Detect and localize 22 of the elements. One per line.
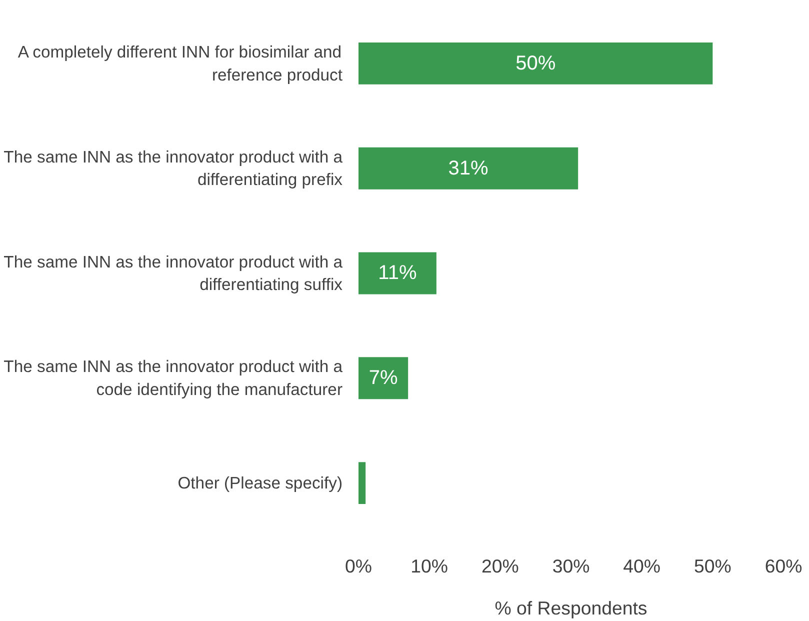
- data-label: 7%: [368, 367, 398, 390]
- y-tick-label: Other (Please specify): [178, 474, 343, 493]
- data-label: 11%: [378, 262, 417, 284]
- y-tick-label: The same INN as the innovator product with a differentiating suffix: [4, 252, 344, 294]
- bar: [358, 462, 366, 504]
- data-label: 50%: [516, 52, 556, 74]
- bar: [358, 147, 578, 190]
- x-tick-label: 50%: [694, 556, 732, 576]
- bar: [358, 252, 436, 294]
- data-label: 31%: [448, 157, 489, 180]
- x-tick-label: 30%: [552, 556, 590, 576]
- y-tick-label: A completely different INN for biosimilar and reference product: [18, 42, 343, 84]
- x-tick-label: 40%: [623, 556, 661, 576]
- y-tick-label: The same INN as the innovator product with a code identifying the manufacturer: [4, 357, 344, 400]
- x-tick-label: 0%: [345, 556, 372, 576]
- bar: [358, 357, 408, 400]
- x-tick-label: 20%: [481, 556, 519, 576]
- y-tick-label: The same INN as the innovator product with a differentiating prefix: [4, 147, 344, 190]
- x-axis-title: % of Respondents: [494, 598, 648, 618]
- x-tick-label: 10%: [410, 556, 448, 576]
- bar: [358, 42, 713, 84]
- x-tick-label: 60%: [764, 556, 802, 576]
